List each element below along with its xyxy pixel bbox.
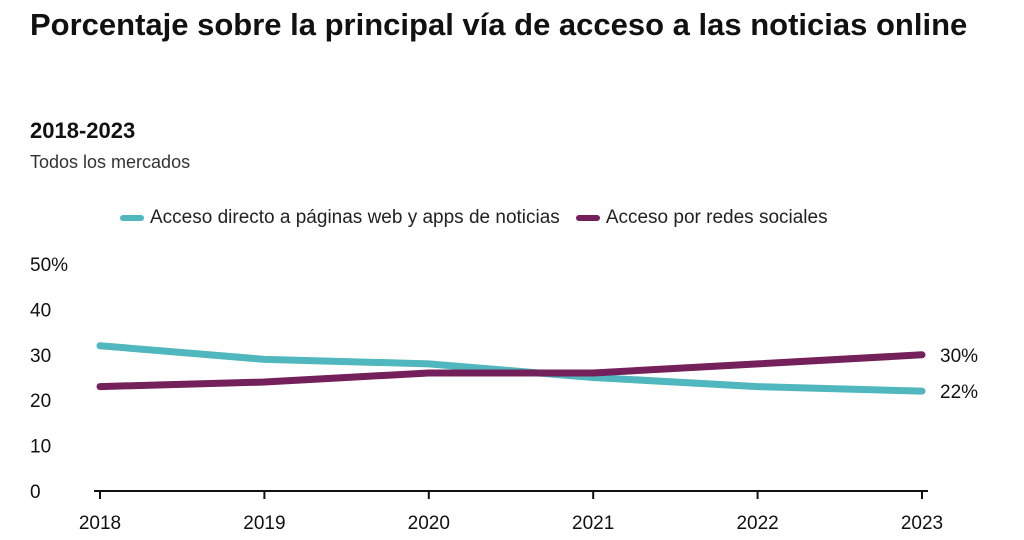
y-tick-label: 40: [30, 300, 51, 321]
x-tick-label: 2021: [572, 513, 614, 534]
series-end-label-0: 22%: [940, 382, 978, 403]
legend: Acceso directo a páginas web y apps de n…: [120, 207, 844, 229]
x-tick-label: 2022: [736, 513, 778, 534]
legend-swatch-social: [575, 215, 600, 221]
y-tick-label: 10: [30, 437, 51, 458]
y-tick-label: 0: [30, 482, 41, 503]
x-tick-label: 2023: [901, 513, 943, 534]
y-tick-label: 50%: [30, 255, 68, 276]
y-tick-label: 30: [30, 346, 51, 367]
x-tick-label: 2020: [408, 513, 450, 534]
chart-note: Todos los mercados: [30, 152, 191, 172]
legend-label-direct: Acceso directo a páginas web y apps de n…: [150, 207, 560, 228]
series-end-label-1: 30%: [940, 346, 978, 367]
x-tick-label: 2018: [79, 513, 121, 534]
x-tick-label: 2019: [243, 513, 285, 534]
series-line-1: [96, 351, 926, 391]
legend-label-social: Acceso por redes sociales: [605, 207, 828, 228]
legend-item-social: Acceso por redes sociales: [575, 207, 828, 229]
legend-swatch-direct: [120, 215, 144, 221]
legend-item-direct: Acceso directo a páginas web y apps de n…: [120, 207, 560, 229]
chart-subtitle: 2018-2023: [30, 118, 136, 143]
chart-title: Porcentaje sobre la principal vía de acc…: [30, 7, 968, 42]
y-tick-label: 20: [30, 391, 51, 412]
